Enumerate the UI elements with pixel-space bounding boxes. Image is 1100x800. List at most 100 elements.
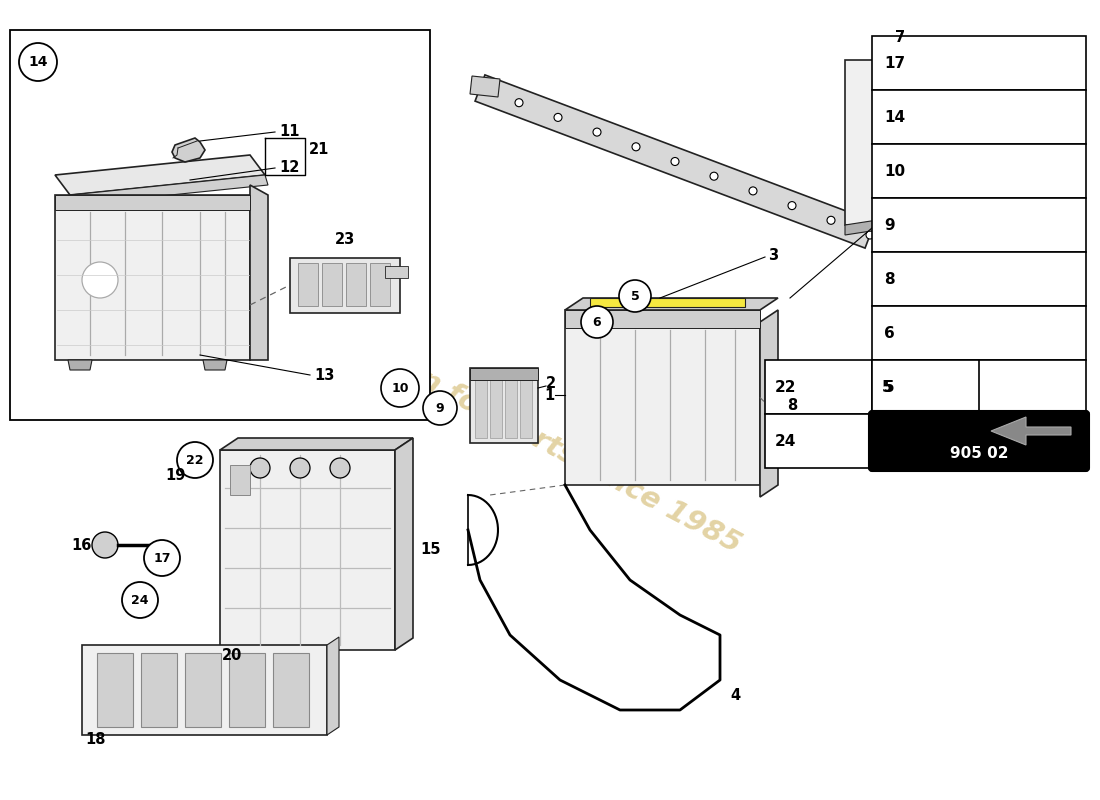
- Polygon shape: [290, 258, 400, 313]
- Polygon shape: [520, 373, 532, 438]
- Text: 6: 6: [593, 315, 602, 329]
- Text: 8: 8: [786, 398, 798, 413]
- Polygon shape: [991, 417, 1071, 445]
- Text: 12: 12: [279, 159, 299, 174]
- Text: 17: 17: [884, 55, 905, 70]
- Bar: [872, 36, 1086, 90]
- Text: 16: 16: [72, 538, 92, 553]
- Text: 5: 5: [882, 379, 892, 394]
- Circle shape: [250, 458, 270, 478]
- Text: 15: 15: [420, 542, 440, 558]
- Circle shape: [424, 391, 456, 425]
- Polygon shape: [220, 438, 412, 450]
- Polygon shape: [230, 465, 250, 495]
- Polygon shape: [229, 653, 265, 727]
- Circle shape: [827, 216, 835, 224]
- Circle shape: [515, 98, 522, 106]
- Text: 11: 11: [279, 123, 299, 138]
- Text: 10: 10: [392, 382, 409, 394]
- Text: 23: 23: [334, 233, 355, 247]
- Polygon shape: [346, 263, 366, 306]
- Text: 7: 7: [895, 30, 905, 46]
- Text: 6: 6: [884, 326, 894, 341]
- Bar: [764, 414, 872, 468]
- Text: 18: 18: [85, 733, 106, 747]
- Text: a passion for parts since 1985: a passion for parts since 1985: [295, 302, 746, 558]
- Polygon shape: [385, 266, 408, 278]
- Bar: [872, 90, 1086, 144]
- Circle shape: [82, 262, 118, 298]
- Text: 905 02: 905 02: [949, 446, 1009, 462]
- Polygon shape: [845, 205, 975, 235]
- Polygon shape: [298, 263, 318, 306]
- Circle shape: [749, 187, 757, 195]
- Text: 3: 3: [768, 247, 778, 262]
- Polygon shape: [55, 155, 265, 195]
- Polygon shape: [470, 368, 538, 443]
- Bar: [872, 198, 1086, 252]
- Text: 17: 17: [153, 551, 170, 565]
- Circle shape: [381, 369, 419, 407]
- Text: 9: 9: [436, 402, 444, 414]
- Bar: [764, 360, 872, 414]
- Polygon shape: [590, 298, 745, 307]
- Text: 13: 13: [314, 369, 334, 383]
- Polygon shape: [68, 360, 92, 370]
- Polygon shape: [204, 360, 227, 370]
- Polygon shape: [505, 373, 517, 438]
- Circle shape: [290, 458, 310, 478]
- Text: 24: 24: [776, 434, 796, 449]
- Bar: [872, 144, 1086, 198]
- Polygon shape: [220, 450, 395, 650]
- Text: 1: 1: [544, 387, 556, 402]
- Polygon shape: [470, 368, 538, 380]
- Circle shape: [710, 172, 718, 180]
- Polygon shape: [935, 60, 975, 225]
- Text: 10: 10: [884, 163, 905, 178]
- Text: 22: 22: [776, 379, 796, 394]
- Bar: [872, 306, 1086, 360]
- Bar: [10, 30, 430, 420]
- Circle shape: [788, 202, 796, 210]
- Text: 20: 20: [222, 647, 242, 662]
- Circle shape: [476, 84, 484, 92]
- Polygon shape: [760, 310, 778, 497]
- Polygon shape: [172, 138, 205, 162]
- Text: 14: 14: [884, 110, 905, 125]
- Circle shape: [177, 442, 213, 478]
- Polygon shape: [470, 76, 500, 97]
- Circle shape: [122, 582, 158, 618]
- Polygon shape: [490, 373, 502, 438]
- Text: 5: 5: [630, 290, 639, 302]
- Polygon shape: [97, 653, 133, 727]
- Circle shape: [593, 128, 601, 136]
- Circle shape: [632, 142, 640, 150]
- Polygon shape: [70, 175, 268, 205]
- Polygon shape: [273, 653, 309, 727]
- Bar: [872, 360, 979, 414]
- Text: 14: 14: [29, 55, 47, 69]
- Polygon shape: [185, 653, 221, 727]
- Polygon shape: [565, 298, 778, 310]
- Circle shape: [619, 280, 651, 312]
- Circle shape: [554, 114, 562, 122]
- Text: 4: 4: [730, 687, 740, 702]
- Text: 21: 21: [309, 142, 329, 158]
- Polygon shape: [141, 653, 177, 727]
- Circle shape: [19, 43, 57, 81]
- Text: 8: 8: [884, 271, 894, 286]
- Circle shape: [330, 458, 350, 478]
- Text: 22: 22: [186, 454, 204, 466]
- Polygon shape: [55, 195, 250, 360]
- Polygon shape: [845, 60, 935, 225]
- Text: 2: 2: [546, 375, 557, 390]
- Polygon shape: [565, 310, 760, 485]
- Polygon shape: [55, 195, 250, 210]
- Bar: [872, 360, 1086, 414]
- Polygon shape: [370, 263, 390, 306]
- Text: 19: 19: [165, 467, 186, 482]
- Text: 5: 5: [884, 379, 894, 394]
- Polygon shape: [565, 310, 760, 328]
- Circle shape: [581, 306, 613, 338]
- Bar: [872, 252, 1086, 306]
